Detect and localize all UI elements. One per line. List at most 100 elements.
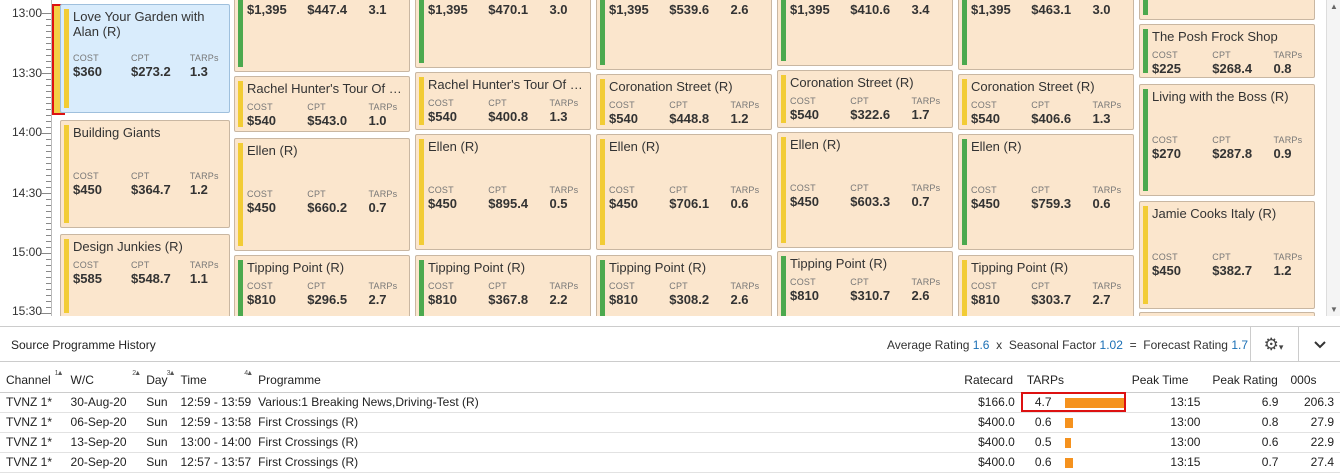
table-row[interactable]: TVNZ 1* 13-Sep-20 Sun 13:00 - 14:00 First Cr… (0, 432, 1340, 453)
programme-spot[interactable]: Love Your Garden with Alan (R) COST $360 CP… (60, 4, 230, 113)
column-header-wc[interactable]: W/C 2 ▲ (64, 368, 141, 393)
stat-label: COST (247, 102, 273, 112)
sort-ascending-icon: ▲ (56, 370, 64, 377)
programme-spot[interactable] (1139, 312, 1315, 316)
programme-spot[interactable]: $1,395 $447.4 3.1 (234, 0, 410, 72)
time-tick (46, 121, 51, 122)
stat-value: $1,395 (609, 2, 649, 17)
column-header-tarps[interactable]: TARPs (1020, 368, 1126, 393)
spot-stats: COST $810 CPT $303.7 TARPs 2.7 (971, 281, 1129, 308)
programme-spot[interactable]: Tipping Point (R) COST $810 CPT $310.7 TARPs 2… (777, 251, 953, 316)
column-header-day[interactable]: Day 3 ▲ (140, 368, 176, 393)
programme-spot[interactable]: Rachel Hunter's Tour Of B... COST $540 CPT $… (415, 72, 591, 130)
stat-label: COST (428, 281, 454, 291)
programme-title: Ellen (R) (247, 143, 298, 158)
programme-spot[interactable]: Ellen (R) COST $450 CPT $603.3 TARPs 0.7 (777, 132, 953, 248)
stat-value: $225 (1152, 61, 1181, 76)
programme-spot[interactable]: Tipping Point (R) COST $810 CPT $303.7 TARPs 2… (958, 255, 1134, 316)
spot-stats: COST $810 CPT $308.2 TARPs 2.6 (609, 281, 767, 308)
programme-spot[interactable]: Design Junkies (R) COST $585 CPT $548.7 TARPs… (60, 234, 230, 316)
programme-spot[interactable]: Building Giants COST $450 CPT $364.7 TARPs 1.2 (60, 120, 230, 228)
programme-spot[interactable]: Rachel Hunter's Tour Of B... COST $540 CPT $… (234, 76, 410, 132)
stat-value: 1.3 (549, 109, 568, 124)
stat-label: CPT (307, 189, 326, 199)
column-header-thousands[interactable]: 000s (1284, 368, 1340, 393)
cell-peak-rating: 0.6 (1206, 432, 1285, 453)
tarps-bar (1064, 457, 1073, 468)
programme-spot[interactable]: Jamie Cooks Italy (R) COST $450 CPT $382.7 TA… (1139, 201, 1315, 309)
stat-tarps: 2.6 (730, 2, 767, 18)
stat-label: CPT (130, 171, 150, 181)
table-row[interactable]: TVNZ 1* 30-Aug-20 Sun 12:59 - 13:59 Various:… (0, 392, 1340, 413)
stat-value: $310.7 (850, 288, 891, 303)
cell-peak-rating: 0.8 (1206, 412, 1285, 433)
history-table: Channel 1 ▲ W/C 2 ▲ Day 3 ▲ Time 4 ▲ Programme Rateca… (0, 368, 1340, 473)
programme-title: Ellen (R) (609, 139, 660, 154)
programme-spot[interactable]: Ellen (R) COST $450 CPT $895.4 TARPs 0.5 (415, 134, 591, 250)
programme-spot[interactable]: $1,395 $470.1 3.0 (415, 0, 591, 68)
spot-stats: COST $450 CPT $660.2 TARPs 0.7 (247, 189, 405, 216)
spot-status-bar (1143, 29, 1148, 73)
collapse-button[interactable] (1298, 327, 1340, 362)
scroll-up-icon[interactable]: ▲ (1330, 2, 1338, 11)
programme-spot[interactable]: Coronation Street (R) COST $540 CPT $448.8 TA… (596, 74, 772, 130)
forecast-rating-value: 1.7 (1231, 338, 1248, 352)
programme-spot[interactable]: Tipping Point (R) COST $810 CPT $308.2 TARPs 2… (596, 255, 772, 316)
schedule-column: $1,395 $410.6 3.4 Coronation Street (R) COST… (777, 0, 953, 316)
programme-spot[interactable]: $1,395 $463.1 3.0 (958, 0, 1134, 70)
stat-cost: COST $540 (247, 102, 307, 129)
programme-spot[interactable]: Ellen (R) COST $450 CPT $706.1 TARPs 0.6 (596, 134, 772, 250)
time-tick (46, 163, 51, 164)
schedule-column: Love Your Garden with Alan (R) COST $360 CP… (60, 0, 230, 316)
spot-status-bar (419, 0, 424, 63)
stat-label: TARPs (911, 96, 941, 106)
column-header-label: TARPs (1026, 372, 1064, 387)
spot-status-bar (238, 143, 243, 246)
stat-label: TARPs (1092, 185, 1122, 195)
time-tick (46, 145, 51, 146)
column-header-channel[interactable]: Channel 1 ▲ (0, 368, 65, 393)
stat-label: COST (247, 189, 273, 199)
settings-menu-button[interactable]: ⚙▾ (1250, 327, 1296, 362)
table-row[interactable]: TVNZ 1* 06-Sep-20 Sun 12:59 - 13:58 First Cr… (0, 412, 1340, 433)
time-tick (46, 175, 51, 176)
column-header-ratecard[interactable]: Ratecard (958, 368, 1021, 393)
programme-spot[interactable]: $1,395 $539.6 2.6 (596, 0, 772, 70)
tarps-bar (1064, 437, 1071, 448)
stat-cpt: CPT $548.7 (131, 260, 190, 287)
stat-label: CPT (850, 277, 869, 287)
stat-value: 2.2 (549, 292, 568, 307)
programme-spot[interactable]: The Posh Frock Shop COST $225 CPT $268.4 TARP… (1139, 24, 1315, 78)
programme-spot[interactable]: Ellen (R) COST $450 CPT $759.3 TARPs 0.6 (958, 134, 1134, 250)
spot-stats: COST $585 CPT $548.7 TARPs 1.1 (73, 260, 225, 287)
column-header-peak-time[interactable]: Peak Time (1125, 368, 1207, 393)
time-tick (46, 43, 51, 44)
tarps-bar (1064, 397, 1125, 408)
column-header-peak-rating[interactable]: Peak Rating (1206, 368, 1285, 393)
column-header-time[interactable]: Time 4 ▲ (174, 368, 253, 393)
programme-spot[interactable]: Ellen (R) COST $450 CPT $660.2 TARPs 0.7 (234, 138, 410, 251)
time-label: 14:00 (12, 125, 43, 139)
stat-tarps: TARPs 2.6 (730, 281, 767, 308)
spot-stats: COST $450 CPT $382.7 TARPs 1.2 (1152, 252, 1310, 279)
spot-status-bar (64, 125, 69, 223)
spot-status-bar (600, 0, 605, 65)
tarps-value: 0.6 (1034, 455, 1052, 469)
programme-spot[interactable]: Tipping Point (R) COST $810 CPT $296.5 TARPs 2… (234, 255, 410, 316)
vertical-scrollbar[interactable]: ▲ ▼ (1326, 0, 1340, 316)
table-row[interactable]: TVNZ 1* 20-Sep-20 Sun 12:57 - 13:57 First Cr… (0, 452, 1340, 473)
column-header-label: Channel (6, 372, 51, 387)
programme-spot[interactable]: Coronation Street (R) COST $540 CPT $406.6 TA… (958, 74, 1134, 130)
programme-spot[interactable] (1139, 0, 1315, 20)
scroll-down-icon[interactable]: ▼ (1330, 305, 1338, 314)
programme-spot[interactable]: Tipping Point (R) COST $810 CPT $367.8 TARPs 2… (415, 255, 591, 316)
cell-peak-rating: 6.9 (1206, 392, 1285, 413)
spot-stats: COST $450 CPT $364.7 TARPs 1.2 (73, 171, 225, 198)
stat-cost: COST $270 (1152, 135, 1212, 162)
programme-spot[interactable]: Living with the Boss (R) COST $270 CPT $287.… (1139, 84, 1315, 196)
programme-spot[interactable]: Coronation Street (R) COST $540 CPT $322.6 TA… (777, 70, 953, 128)
column-header-programme[interactable]: Programme (252, 368, 959, 393)
cell-peak-time: 13:00 (1125, 412, 1207, 433)
cell-peak-time: 13:15 (1125, 452, 1207, 473)
programme-spot[interactable]: $1,395 $410.6 3.4 (777, 0, 953, 66)
